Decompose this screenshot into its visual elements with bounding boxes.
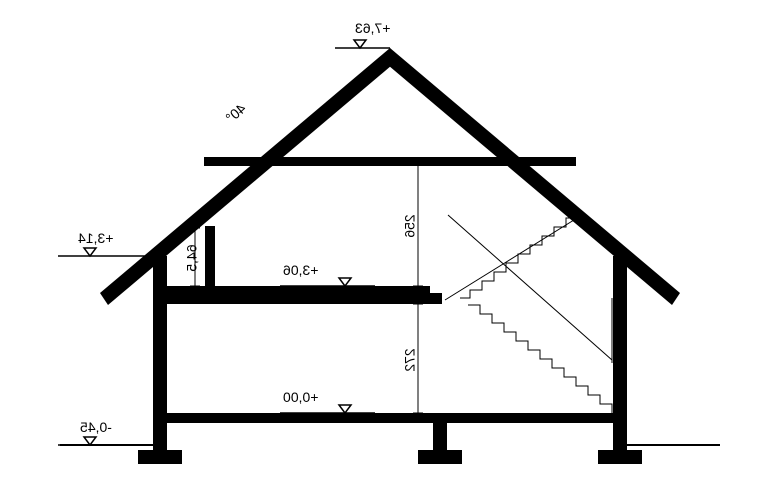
level-markers (84, 40, 366, 445)
label-below-ground: -0,45 (80, 419, 112, 435)
ground-floor-slab (153, 413, 627, 423)
roof-right-slope (382, 48, 680, 305)
upper-floor-left (153, 286, 430, 304)
label-lower-floor-height: 272 (402, 348, 418, 371)
upper-floor-edge (430, 293, 442, 304)
stem-left (153, 420, 167, 452)
staircase (445, 215, 612, 413)
left-wall (153, 256, 167, 421)
footing-right (598, 450, 642, 464)
knee-wall-left (205, 226, 215, 288)
marker-upper-floor (339, 278, 351, 286)
label-ground-floor: +0,00 (283, 389, 318, 405)
marker-ridge (354, 40, 366, 48)
footing-left (138, 450, 182, 464)
roof-left-slope (100, 48, 398, 305)
stem-mid (433, 420, 447, 452)
label-tie-beam-height: 64,5 (184, 244, 200, 271)
label-attic-height: 256 (402, 214, 418, 237)
right-wall (613, 256, 627, 421)
marker-below-ground (84, 437, 96, 445)
label-upper-floor: +3,06 (283, 262, 318, 278)
marker-eaves (84, 248, 96, 256)
footing-mid (418, 450, 462, 464)
label-eaves: +3,14 (78, 230, 113, 246)
stem-right (613, 420, 627, 452)
label-ridge: +7,63 (355, 20, 390, 36)
marker-ground-floor (339, 405, 351, 413)
section-drawing: +7,63 40° +3,14 64,5 256 +3,06 272 +0,00… (0, 0, 780, 503)
structure-svg (0, 0, 780, 503)
